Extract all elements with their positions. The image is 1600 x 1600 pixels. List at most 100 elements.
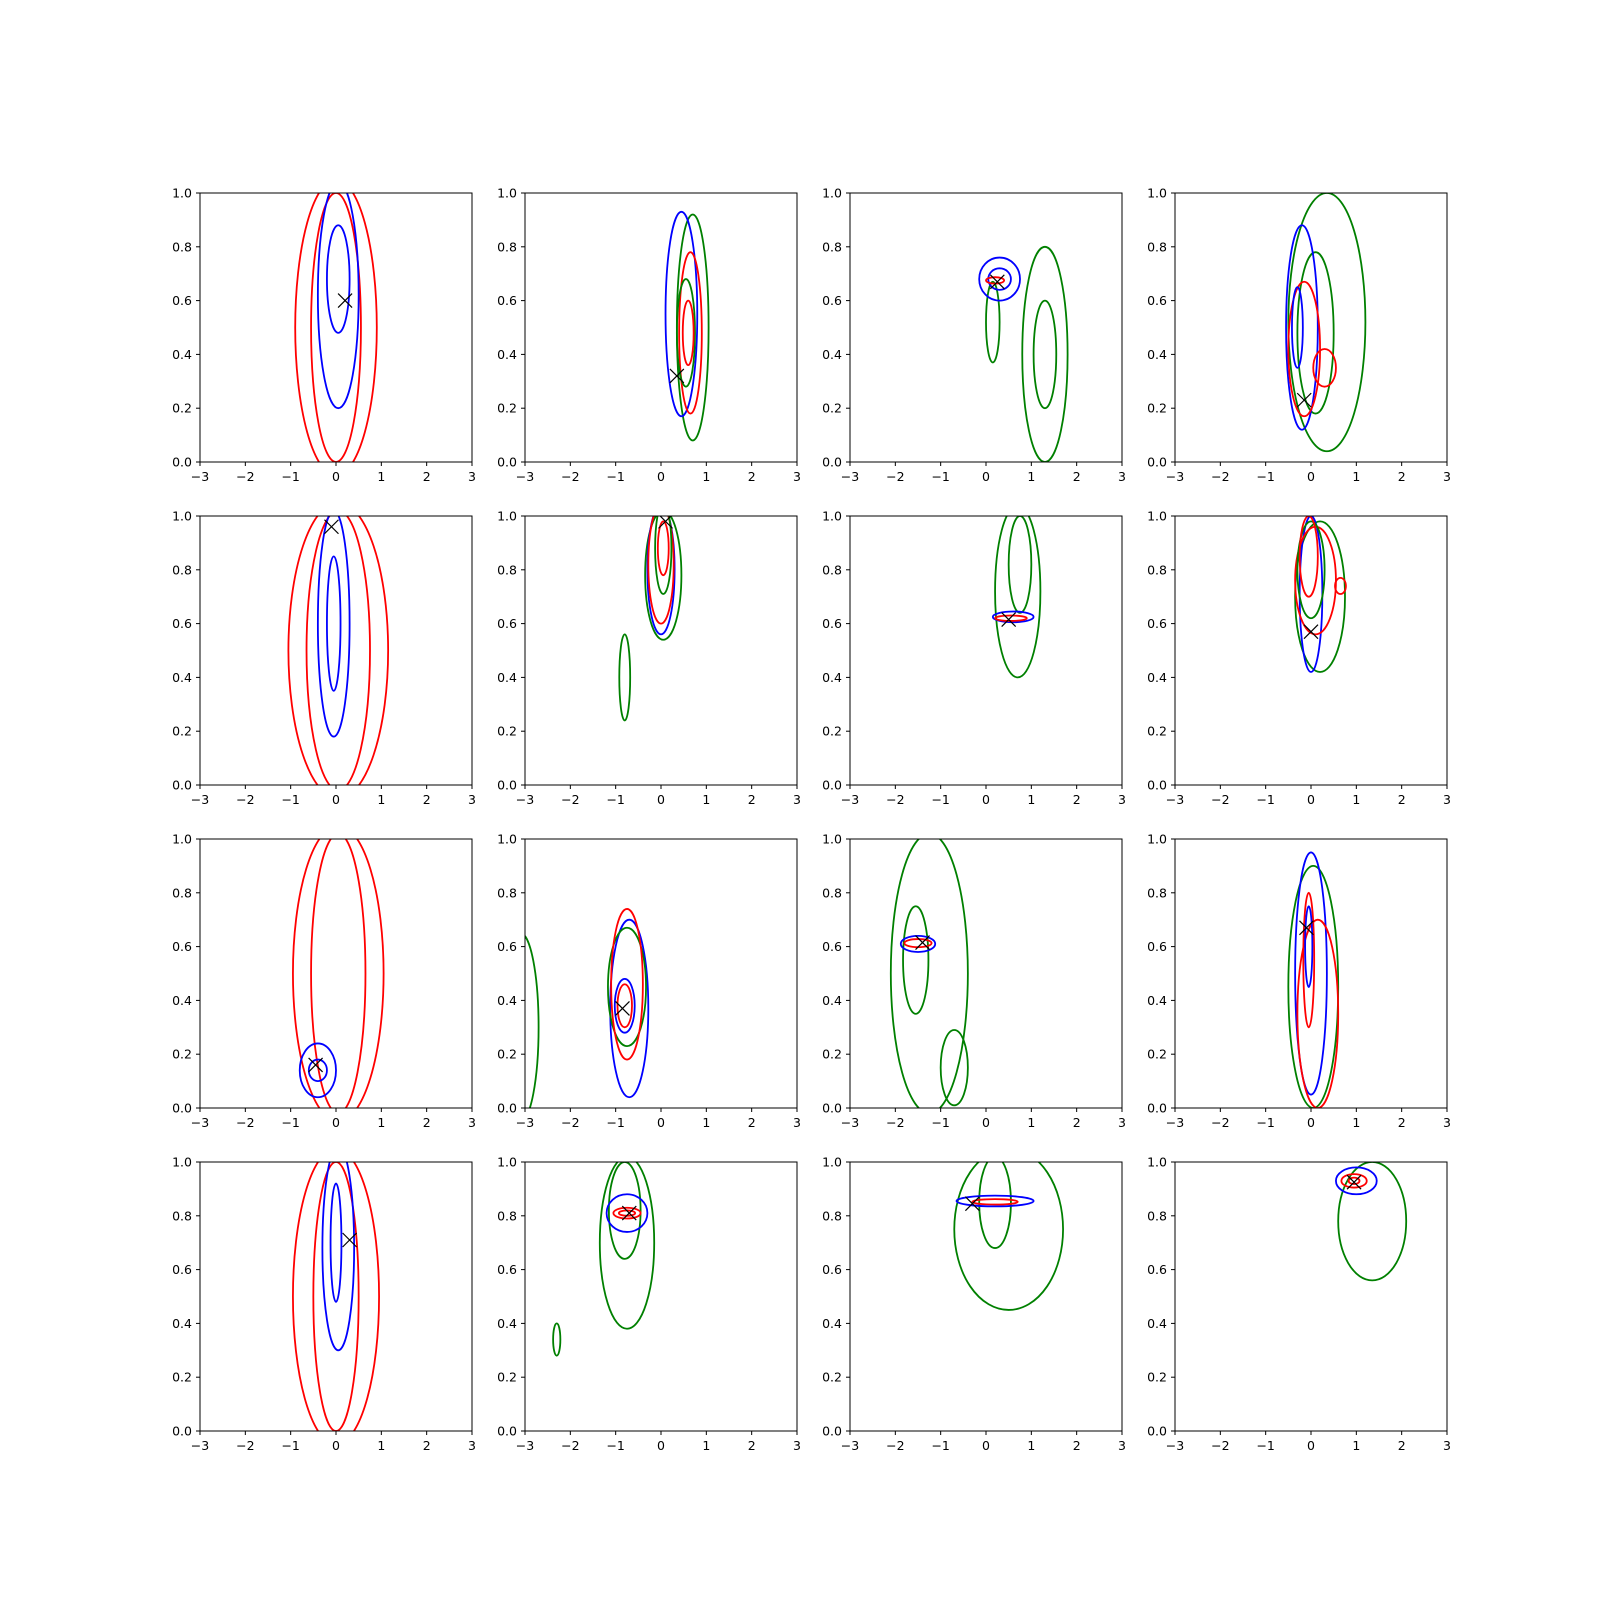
y-tick-label: 0.2 (172, 1370, 192, 1385)
y-tick-label: 1.0 (172, 832, 192, 847)
y-tick-label: 0.2 (1147, 401, 1167, 416)
contour-red (1334, 576, 1347, 595)
y-tick-label: 0.4 (822, 347, 842, 362)
axes-frame (199, 192, 473, 463)
contour-red (294, 193, 378, 462)
x-tick-label: 1 (702, 469, 710, 484)
x-tick-label: 3 (1443, 1115, 1451, 1130)
contour-red (971, 1198, 1019, 1206)
x-tick-label: 0 (1307, 469, 1315, 484)
y-tick-label: 0.0 (497, 778, 517, 793)
contour-green (1337, 1162, 1408, 1282)
y-tick-label: 0.0 (1147, 455, 1167, 470)
contour-blue (316, 193, 360, 410)
x-marker (1296, 392, 1312, 408)
contour-green (953, 1162, 1064, 1311)
x-marker (669, 368, 685, 384)
y-tick-label: 1.0 (497, 186, 517, 201)
y-tick-label: 0.8 (172, 239, 192, 254)
contour-green (607, 926, 647, 1048)
x-tick-label: 0 (332, 1115, 340, 1130)
contour-red (1298, 516, 1319, 598)
contour-red (616, 983, 633, 1029)
contour-red (647, 516, 675, 625)
contour-blue (1285, 224, 1319, 431)
subplot-9: −3 −2 −1 0 1 2 3 0.0 0.2 0.4 0.6 0.8 1.0 (172, 832, 476, 1131)
x-tick-label: 3 (1118, 1438, 1126, 1453)
x-tick-label: 2 (423, 792, 431, 807)
x-tick-label: 3 (468, 1438, 476, 1453)
contour-green (1296, 520, 1326, 620)
x-tick-label: −2 (236, 1115, 254, 1130)
x-tick-label: 1 (377, 469, 385, 484)
contour-green (675, 278, 696, 388)
plot-area (618, 516, 683, 722)
plot-area (292, 1162, 380, 1431)
subplot-6: −3 −2 −1 0 1 2 3 0.0 0.2 0.4 0.6 0.8 1.0 (497, 509, 801, 808)
x-tick-label: 0 (332, 1438, 340, 1453)
axes-frame (524, 192, 798, 463)
contour-red (292, 839, 385, 1108)
plot-area (889, 839, 969, 1108)
contour-blue (646, 516, 676, 636)
x-marker (915, 935, 930, 950)
subplot-4: −3 −2 −1 0 1 2 3 0.0 0.2 0.4 0.6 0.8 1.0 (1147, 186, 1451, 485)
y-tick-label: 0.0 (497, 1101, 517, 1116)
y-tick-label: 0.6 (1147, 616, 1167, 631)
contour-red (610, 908, 644, 1061)
x-tick-label: 0 (982, 792, 990, 807)
y-tick-label: 1.0 (822, 509, 842, 524)
y-tick-label: 1.0 (497, 509, 517, 524)
y-tick-label: 0.6 (172, 616, 192, 631)
contour-red (310, 839, 367, 1108)
y-tick-label: 0.2 (822, 724, 842, 739)
contour-green (654, 516, 673, 595)
x-marker-stroke (964, 1196, 980, 1212)
subplot-15: −3 −2 −1 0 1 2 3 0.0 0.2 0.4 0.6 0.8 1.0 (822, 1155, 1126, 1454)
y-tick-label: 0.4 (822, 670, 842, 685)
contour-blue (991, 610, 1035, 624)
x-tick-label: 1 (1027, 1438, 1035, 1453)
contour-red (1287, 280, 1321, 418)
x-tick-label: 0 (657, 469, 665, 484)
x-tick-label: −2 (886, 792, 904, 807)
contour-blue (605, 1193, 649, 1233)
x-tick-label: 0 (982, 469, 990, 484)
y-tick-label: 0.4 (1147, 347, 1167, 362)
contour-red (1347, 1176, 1361, 1185)
x-tick-label: −2 (886, 469, 904, 484)
plot-area (1294, 516, 1347, 673)
axes-frame (524, 838, 798, 1109)
contour-green (978, 1162, 1012, 1249)
y-tick-label: 0.4 (172, 993, 192, 1008)
plot-area (525, 908, 650, 1108)
x-tick-label: 2 (1073, 469, 1081, 484)
x-tick-label: 2 (1398, 1115, 1406, 1130)
x-tick-label: −1 (1256, 1115, 1274, 1130)
x-tick-label: 0 (332, 469, 340, 484)
y-tick-label: 0.0 (1147, 778, 1167, 793)
plot-area (294, 193, 378, 462)
y-tick-label: 1.0 (822, 832, 842, 847)
x-tick-label: 1 (1027, 469, 1035, 484)
x-tick-label: 3 (1443, 792, 1451, 807)
x-tick-label: 0 (657, 792, 665, 807)
x-tick-label: −2 (561, 1115, 579, 1130)
contour-red (305, 516, 371, 785)
contour-blue (1335, 1166, 1378, 1196)
x-tick-label: 2 (1398, 792, 1406, 807)
x-tick-label: 1 (702, 1115, 710, 1130)
x-marker-stroke (324, 519, 339, 535)
contour-red (1312, 348, 1337, 388)
contour-red (656, 520, 670, 577)
y-tick-label: 0.2 (822, 401, 842, 416)
y-tick-label: 0.2 (497, 401, 517, 416)
y-tick-label: 0.6 (822, 293, 842, 308)
y-tick-label: 0.0 (1147, 1424, 1167, 1439)
x-tick-label: −1 (281, 1438, 299, 1453)
x-tick-label: 2 (748, 1115, 756, 1130)
x-tick-label: −3 (841, 1115, 859, 1130)
x-tick-label: −1 (281, 792, 299, 807)
x-tick-label: 2 (423, 1438, 431, 1453)
y-tick-label: 0.4 (822, 1316, 842, 1331)
